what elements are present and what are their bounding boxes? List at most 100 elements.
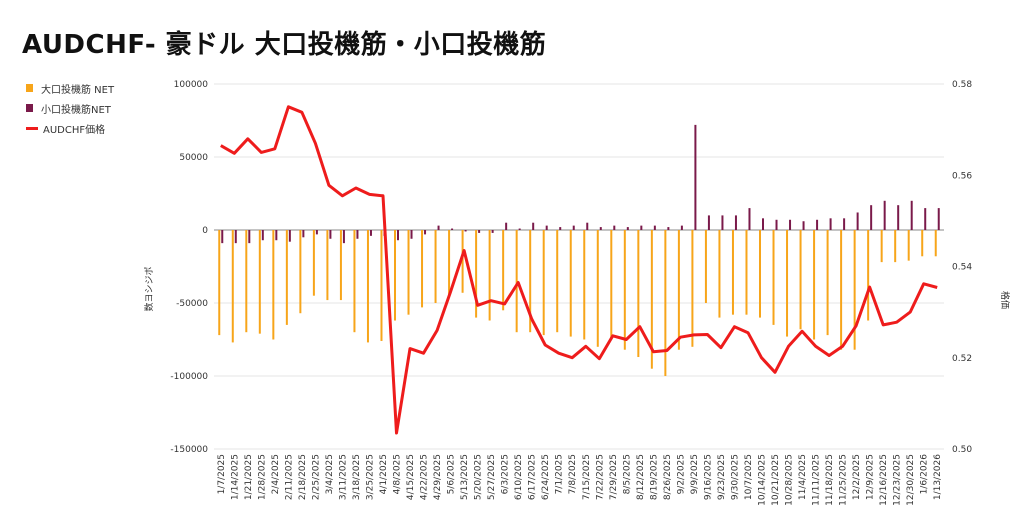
bar-small-speculators — [667, 227, 670, 230]
bar-small-speculators — [680, 225, 683, 230]
bar-small-speculators — [315, 230, 318, 235]
bar-large-speculators — [326, 230, 329, 301]
x-tick-label: 2/4/2025 — [271, 454, 281, 494]
bar-small-speculators — [910, 200, 913, 230]
bar-small-speculators — [221, 230, 224, 244]
x-tick-label: 5/13/2025 — [460, 454, 470, 500]
y-tick-label-left: -100000 — [170, 372, 208, 382]
x-tick-label: 2/25/2025 — [311, 454, 321, 500]
x-tick-label: 2/18/2025 — [298, 454, 308, 500]
x-tick-label: 3/25/2025 — [366, 454, 376, 500]
bar-large-speculators — [245, 230, 248, 333]
bar-small-speculators — [707, 215, 710, 230]
x-tick-label: 1/14/2025 — [230, 454, 240, 500]
bar-large-speculators — [569, 230, 572, 337]
bar-large-speculators — [637, 230, 640, 358]
bar-small-speculators — [937, 208, 940, 230]
x-tick-label: 9/30/2025 — [731, 454, 741, 500]
bar-large-speculators — [826, 230, 829, 336]
x-tick-label: 8/5/2025 — [622, 454, 632, 494]
bar-small-speculators — [410, 230, 413, 239]
bar-small-speculators — [451, 228, 454, 230]
x-tick-label: 10/21/2025 — [771, 454, 781, 506]
bar-small-speculators — [545, 225, 548, 230]
bar-large-speculators — [258, 230, 261, 334]
bar-small-speculators — [572, 225, 575, 230]
bar-large-speculators — [610, 230, 613, 340]
bar-small-speculators — [897, 205, 900, 230]
bar-large-speculators — [475, 230, 478, 318]
bar-large-speculators — [867, 230, 870, 321]
bar-large-speculators — [664, 230, 667, 376]
y-tick-label-right: 0.50 — [952, 445, 972, 455]
bar-small-speculators — [640, 225, 643, 230]
legend-item-large-speculators: 大口投機筋 NET — [26, 78, 114, 98]
bar-small-speculators — [329, 230, 332, 239]
legend-swatch-price — [26, 126, 38, 130]
bar-large-speculators — [718, 230, 721, 318]
x-tick-label: 12/30/2025 — [906, 454, 916, 506]
x-tick-label: 1/28/2025 — [257, 454, 267, 500]
bar-large-speculators — [799, 230, 802, 330]
bar-large-speculators — [312, 230, 315, 296]
bar-large-speculators — [542, 230, 545, 336]
x-tick-label: 7/29/2025 — [609, 454, 619, 500]
bar-small-speculators — [653, 225, 656, 230]
bar-small-speculators — [748, 208, 751, 230]
bar-small-speculators — [288, 230, 291, 242]
bar-large-speculators — [759, 230, 761, 318]
bar-small-speculators — [437, 225, 440, 230]
legend-item-price: AUDCHF価格 — [26, 118, 114, 138]
bar-small-speculators — [694, 124, 697, 230]
line-series — [220, 105, 938, 435]
bar-small-speculators — [369, 230, 372, 236]
y-tick-label-right: 0.58 — [952, 80, 972, 90]
bar-small-speculators — [613, 225, 616, 230]
bar-large-speculators — [285, 230, 288, 325]
y-tick-label-left: -150000 — [170, 445, 208, 455]
bar-large-speculators — [218, 230, 221, 336]
bar-small-speculators — [491, 230, 494, 233]
x-tick-label: 3/4/2025 — [325, 454, 335, 494]
bar-small-speculators — [559, 227, 562, 230]
bar-small-speculators — [505, 222, 508, 230]
x-tick-label: 9/9/2025 — [690, 454, 700, 494]
y-tick-label-right: 0.52 — [952, 354, 972, 364]
bar-large-speculators — [623, 230, 626, 350]
x-tick-label: 1/7/2025 — [217, 454, 227, 494]
x-tick-label: 11/18/2025 — [825, 454, 835, 506]
bar-large-speculators — [731, 230, 734, 315]
x-tick-label: 1/21/2025 — [244, 454, 254, 500]
x-tick-label: 1/13/2026 — [933, 454, 943, 500]
bar-large-speculators — [380, 230, 383, 341]
bar-small-speculators — [599, 227, 602, 230]
bar-small-speculators — [626, 227, 629, 230]
x-tick-label: 4/8/2025 — [393, 454, 403, 494]
chart-title: AUDCHF- 豪ドル 大口投機筋・小口投機筋 — [22, 30, 547, 60]
x-tick-label: 9/16/2025 — [703, 454, 713, 500]
bar-large-speculators — [704, 230, 707, 303]
x-tick-label: 10/14/2025 — [758, 454, 768, 506]
legend-label-price: AUDCHF価格 — [43, 124, 106, 136]
bar-large-speculators — [677, 230, 680, 350]
bar-large-speculators — [299, 230, 302, 314]
y-axis-label-right: 格価 — [999, 291, 1011, 309]
bar-large-speculators — [650, 230, 653, 369]
x-tick-label: 11/4/2025 — [798, 454, 808, 500]
bar-small-speculators — [397, 230, 399, 241]
x-tick-label: 12/16/2025 — [879, 454, 889, 506]
bar-large-speculators — [840, 230, 843, 350]
bar-large-speculators — [407, 230, 410, 315]
bar-small-speculators — [586, 222, 589, 230]
x-tick-label: 7/22/2025 — [595, 454, 605, 500]
x-tick-label: 7/15/2025 — [582, 454, 592, 500]
x-tick-label: 7/1/2025 — [555, 454, 565, 494]
bar-large-speculators — [907, 230, 910, 261]
bar-small-speculators — [775, 219, 778, 230]
bar-large-speculators — [394, 230, 396, 321]
legend-label-small: 小口投機筋NET — [41, 104, 111, 116]
bar-large-speculators — [421, 230, 424, 308]
y-tick-label-left: 0 — [202, 226, 208, 236]
bar-small-speculators — [883, 200, 886, 230]
